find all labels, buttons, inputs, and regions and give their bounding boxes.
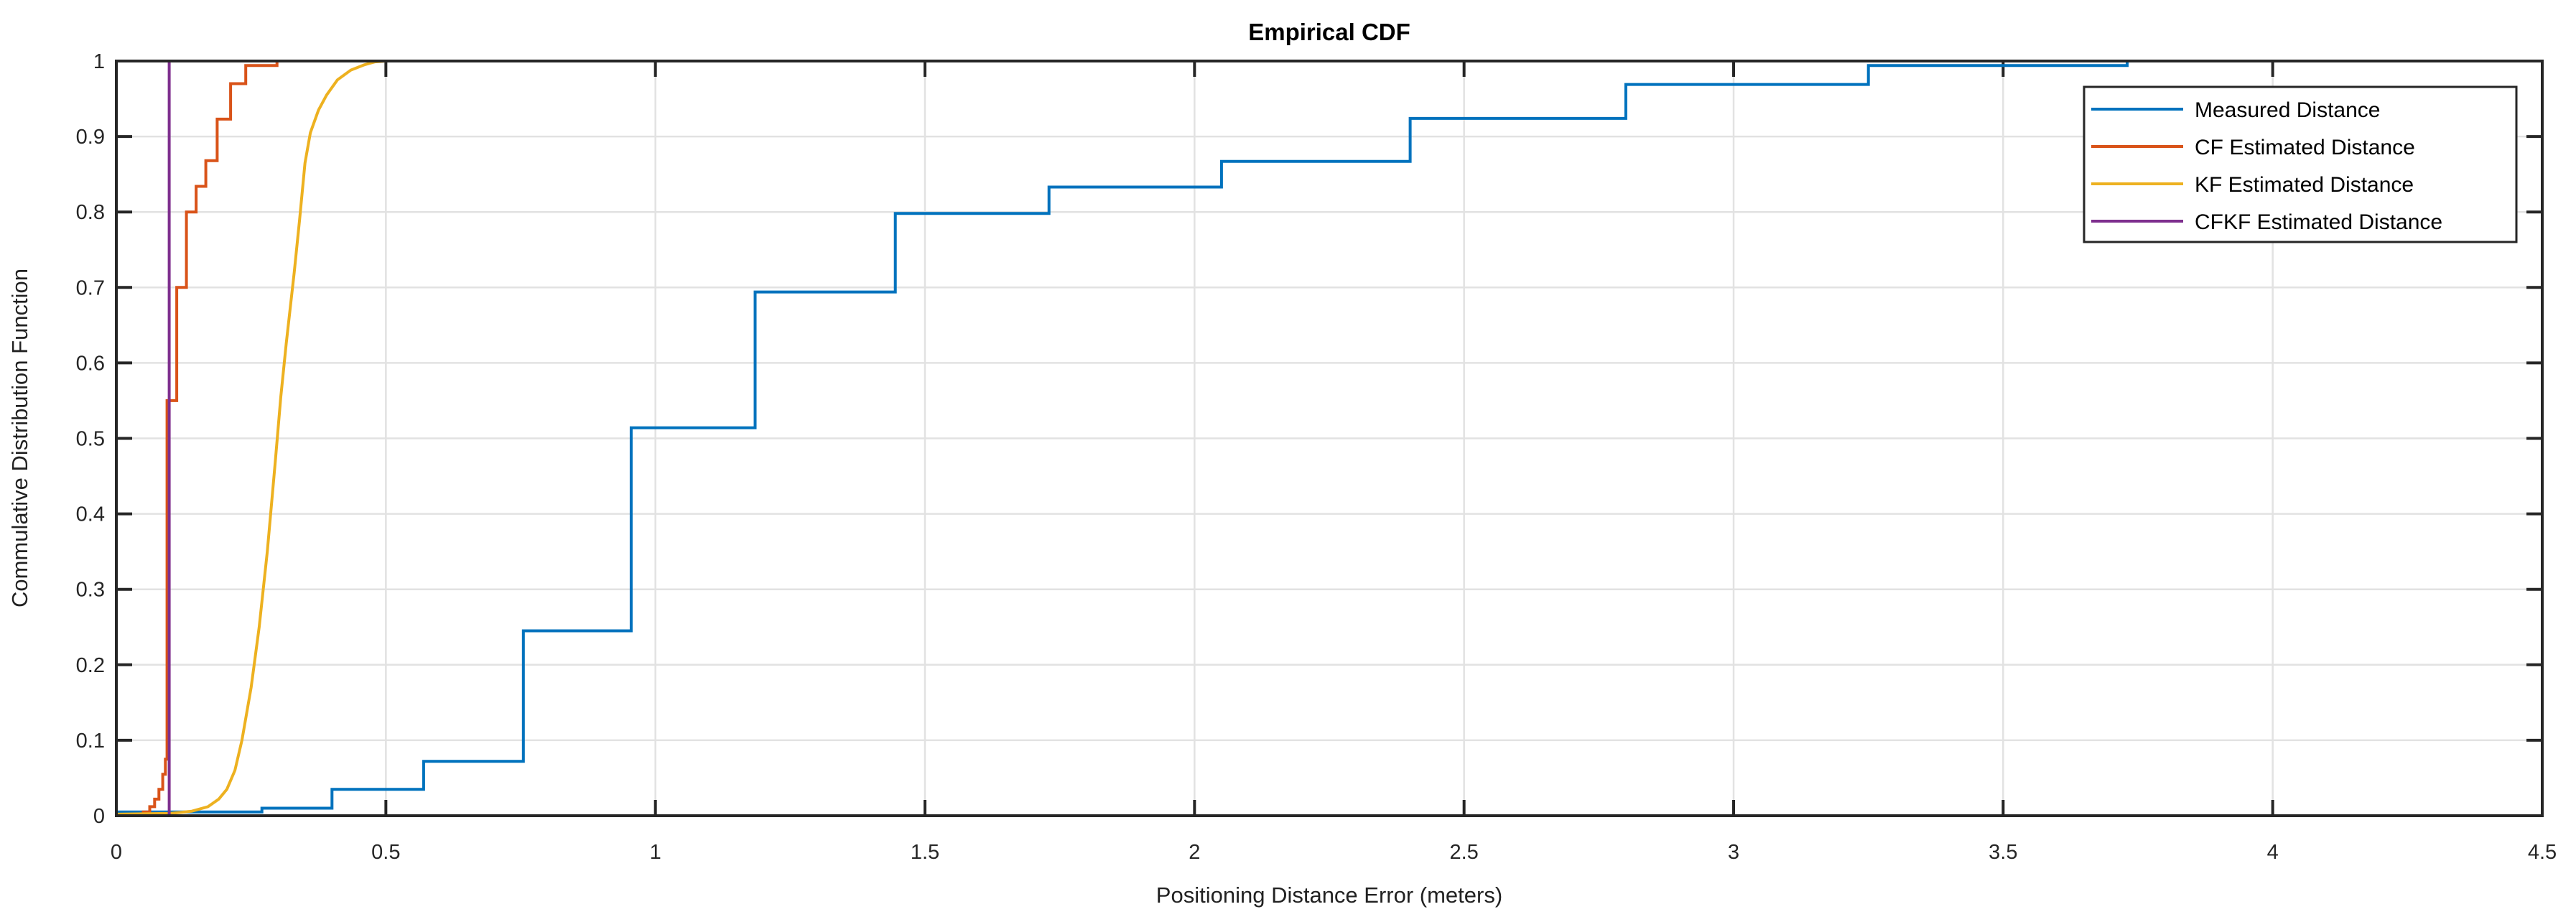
legend-label-cfkf-estimated-distance: CFKF Estimated Distance	[2195, 210, 2442, 234]
x-axis-label: Positioning Distance Error (meters)	[1156, 883, 1502, 908]
legend-label-measured-distance: Measured Distance	[2195, 98, 2380, 122]
y-tick-label-0.7: 0.7	[76, 276, 105, 299]
series-curve-cf-estimated-distance	[132, 60, 299, 816]
series-curve-measured-distance	[116, 60, 2419, 814]
x-tick-label-4: 4	[2267, 841, 2279, 864]
y-tick-label-0.6: 0.6	[76, 352, 105, 375]
y-tick-label-0.9: 0.9	[76, 126, 105, 149]
tick-labels: 0 0.5 1 1.5 2 2.5 3 3.5 4 4.5 0 0.1 0.2 0.3 0.4 0.5 0.6 0…	[76, 50, 2557, 864]
x-tick-label-2.5: 2.5	[1450, 841, 1479, 864]
x-tick-label-3: 3	[1728, 841, 1739, 864]
legend-box	[2083, 85, 2518, 243]
series-curve-kf-estimated-distance	[116, 60, 386, 816]
y-tick-label-0: 0	[93, 805, 105, 828]
y-tick-label-0.1: 0.1	[76, 730, 105, 753]
legend-entry-cfkf-estimated-distance: CFKF Estimated Distance	[2091, 210, 2442, 234]
legend-entry-kf-estimated-distance: KF Estimated Distance	[2091, 173, 2414, 197]
legend-label-kf-estimated-distance: KF Estimated Distance	[2195, 173, 2414, 197]
x-tick-label-4.5: 4.5	[2528, 841, 2557, 864]
legend: Measured Distance CF Estimated Distance …	[2083, 85, 2518, 243]
x-tick-label-3.5: 3.5	[1989, 841, 2017, 864]
x-tick-label-2: 2	[1189, 841, 1200, 864]
y-tick-label-0.5: 0.5	[76, 428, 105, 451]
legend-entry-measured-distance: Measured Distance	[2091, 98, 2380, 122]
y-tick-label-0.2: 0.2	[76, 654, 105, 677]
y-axis-label: Commulative Distribution Function	[7, 269, 32, 607]
legend-label-cf-estimated-distance: CF Estimated Distance	[2195, 136, 2415, 159]
x-tick-label-0: 0	[111, 841, 122, 864]
x-tick-label-1.5: 1.5	[911, 841, 939, 864]
axes-border	[115, 60, 2544, 817]
y-tick-label-0.4: 0.4	[76, 503, 105, 526]
y-tick-label-0.3: 0.3	[76, 579, 105, 602]
x-tick-label-0.5: 0.5	[371, 841, 400, 864]
y-tick-label-0.8: 0.8	[76, 201, 105, 224]
legend-entry-cf-estimated-distance: CF Estimated Distance	[2091, 136, 2415, 159]
y-tick-label-1: 1	[93, 50, 105, 73]
plot-title: Empirical CDF	[1248, 19, 1410, 45]
x-tick-label-1: 1	[650, 841, 661, 864]
